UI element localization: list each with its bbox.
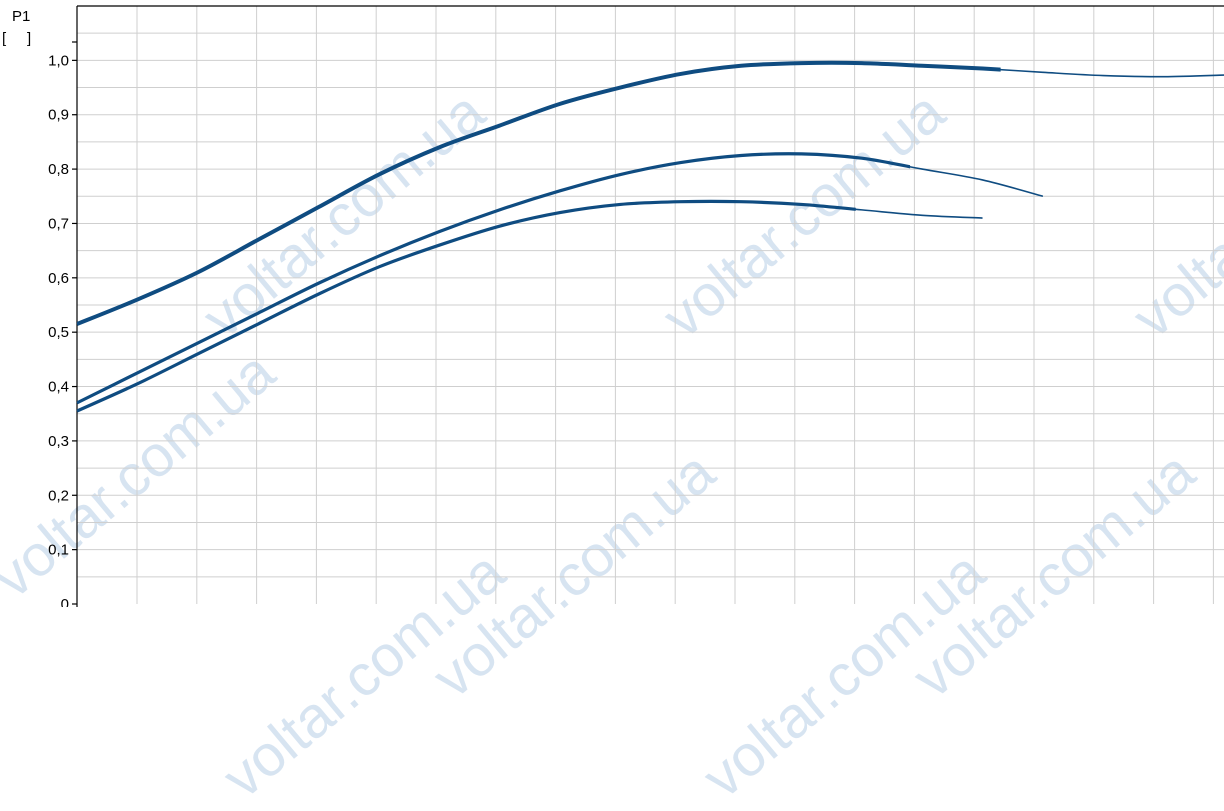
y-tick-label: 0,8 [48, 161, 69, 178]
series-line [77, 199, 856, 413]
y-tick-label: 0,4 [48, 379, 69, 396]
series-line-thin [76, 200, 983, 412]
y-tick-label: 0,9 [48, 107, 69, 124]
y-tick-label: 1,0 [48, 52, 69, 69]
y-axis-label: P1 [12, 8, 30, 25]
y-tick-label: 0 [61, 596, 69, 607]
y-tick-label: 0,6 [48, 270, 69, 287]
y-axis-unit: [ ] [2, 30, 31, 47]
series-line [77, 60, 1001, 326]
series-line [77, 152, 911, 405]
y-tick-label: 0,3 [48, 433, 69, 450]
power-curve-chart: 0 0,1 0,2 0,3 0,4 0,5 0,6 0,7 0,8 0,9 1,0 P1 [ ] [2, 5, 1224, 607]
y-tick-label: 0,1 [48, 542, 69, 559]
series-line-thin [76, 61, 1224, 325]
y-tick-label: 0,5 [48, 324, 69, 341]
y-tick-label: 0,2 [48, 487, 69, 504]
grid-lines [77, 6, 1224, 604]
y-tick-labels: 0 0,1 0,2 0,3 0,4 0,5 0,6 0,7 0,8 0,9 1,0 [48, 52, 69, 607]
series-lines [76, 60, 1224, 413]
axes [72, 5, 1224, 607]
y-tick-label: 0,7 [48, 215, 69, 232]
